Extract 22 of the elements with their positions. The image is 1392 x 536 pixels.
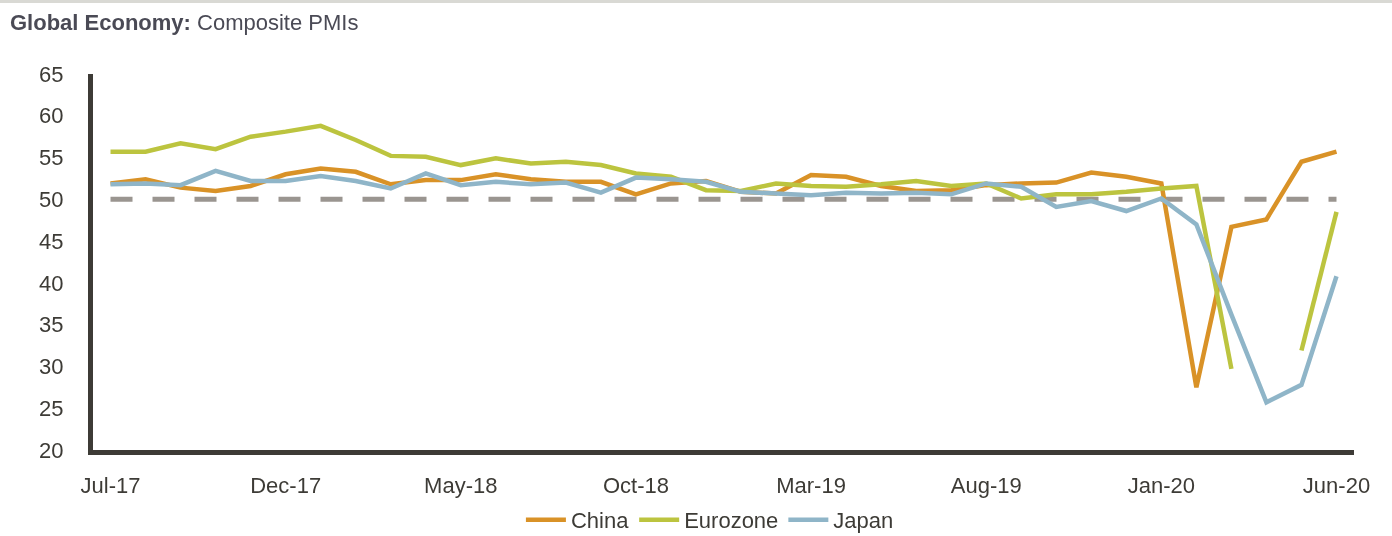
y-tick-label: 45	[39, 228, 64, 254]
y-tick-label: 25	[39, 395, 64, 421]
x-tick-label: Jan-20	[1127, 473, 1195, 499]
x-tick-label: Jun-20	[1302, 473, 1371, 499]
y-tick-label: 55	[39, 145, 64, 171]
x-tick-label: May-18	[424, 473, 498, 499]
x-tick-label: Jul-17	[80, 473, 141, 499]
y-tick-label: 30	[39, 354, 64, 380]
x-tick-label: Mar-19	[776, 473, 846, 499]
chart-title: Global Economy: Composite PMIs	[10, 9, 359, 35]
legend-label: Eurozone	[684, 508, 779, 534]
x-tick-label: Dec-17	[250, 473, 322, 499]
legend-label: China	[570, 508, 630, 534]
y-tick-label: 40	[39, 270, 64, 296]
x-tick-label: Oct-18	[602, 473, 669, 499]
x-tick-label: Aug-19	[950, 473, 1022, 499]
legend-label: Japan	[833, 508, 894, 534]
y-tick-label: 35	[39, 312, 64, 338]
y-tick-label: 60	[39, 103, 64, 129]
y-tick-label: 50	[39, 187, 64, 213]
y-tick-label: 20	[39, 437, 64, 463]
y-tick-label: 65	[39, 61, 64, 87]
